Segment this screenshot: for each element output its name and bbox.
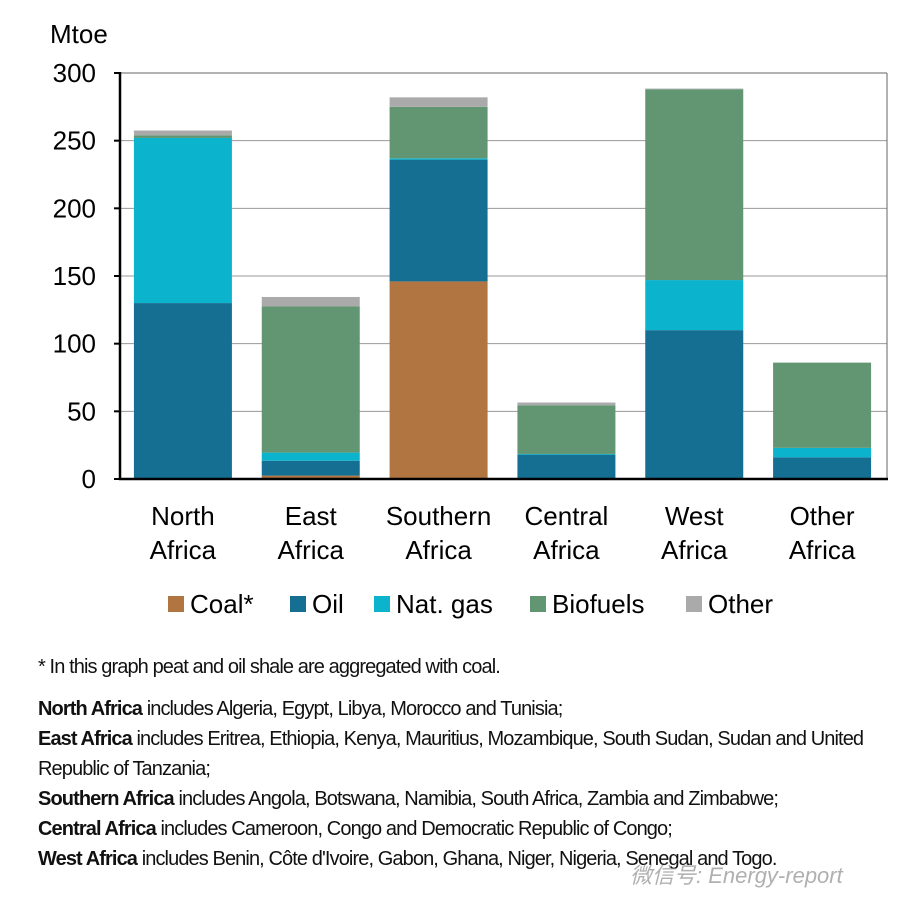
region-countries: includes Angola, Botswana, Namibia, Sout… — [173, 788, 779, 810]
x-tick-label: Other — [790, 501, 855, 531]
bar-segment-nat-gas — [133, 137, 232, 304]
footnote: * In this graph peat and oil shale are a… — [38, 656, 501, 678]
region-name: Southern Africa — [38, 788, 175, 810]
region-countries: includes Cameroon, Congo and Democratic … — [155, 818, 672, 840]
y-tick-label: 0 — [82, 464, 96, 494]
bar-segment-other — [645, 88, 744, 90]
bar-segment-biofuels — [645, 89, 744, 281]
bar-segment-nat-gas — [517, 453, 616, 455]
x-tick-label: East — [285, 501, 338, 531]
legend-label: Coal* — [190, 589, 254, 619]
bar-segment-biofuels — [773, 362, 872, 448]
bar-segment-oil — [645, 330, 744, 479]
legend-swatch — [290, 596, 306, 612]
x-tick-label: Africa — [661, 535, 728, 565]
bar-segment-oil — [389, 159, 488, 282]
x-tick-label: Africa — [150, 535, 217, 565]
legend-swatch — [530, 596, 546, 612]
legend-label: Oil — [312, 589, 344, 619]
bar-segment-oil — [133, 303, 232, 479]
x-tick-label: Africa — [278, 535, 345, 565]
bar-segment-biofuels — [389, 106, 488, 159]
y-tick-label: 50 — [67, 396, 96, 426]
bar-segment-other — [133, 130, 232, 136]
y-tick-label: 100 — [53, 329, 96, 359]
bar-segment-coal — [261, 475, 360, 479]
legend-swatch — [168, 596, 184, 612]
y-tick-label: 300 — [53, 58, 96, 88]
bar-segment-biofuels — [133, 135, 232, 138]
legend-label: Biofuels — [552, 589, 645, 619]
x-tick-label: Africa — [405, 535, 472, 565]
region-countries: includes Benin, Côte d'Ivoire, Gabon, Gh… — [137, 848, 778, 870]
bar-segment-nat-gas — [389, 158, 488, 160]
bar-segment-coal — [389, 281, 488, 479]
region-note: West Africa includes Benin, Côte d'Ivoir… — [38, 844, 908, 874]
y-tick-label: 250 — [53, 126, 96, 156]
bar-segment-other — [261, 296, 360, 307]
bar-segment-other — [389, 97, 488, 107]
bar-segment-nat-gas — [645, 280, 744, 331]
x-tick-label: North — [151, 501, 215, 531]
x-tick-label: West — [665, 501, 725, 531]
region-countries: includes Algeria, Egypt, Libya, Morocco … — [142, 698, 564, 720]
bar-segment-other — [517, 402, 616, 406]
region-note: East Africa includes Eritrea, Ethiopia, … — [38, 724, 908, 784]
region-name: West Africa — [38, 848, 138, 870]
chart-notes: * In this graph peat and oil shale are a… — [38, 652, 908, 874]
region-name: Central Africa — [38, 818, 157, 840]
legend-label: Nat. gas — [396, 589, 493, 619]
bar-segment-oil — [261, 460, 360, 476]
y-tick-label: 200 — [53, 193, 96, 223]
region-note: Southern Africa includes Angola, Botswan… — [38, 784, 908, 814]
bar-segment-biofuels — [517, 405, 616, 454]
x-tick-label: Central — [525, 501, 609, 531]
y-axis-label: Mtoe — [50, 19, 108, 49]
region-note: North Africa includes Algeria, Egypt, Li… — [38, 694, 908, 724]
watermark: 微信号: Energy-report — [630, 863, 843, 888]
legend-swatch — [686, 596, 702, 612]
region-name: East Africa — [38, 728, 133, 750]
bar-segment-oil — [517, 454, 616, 479]
x-tick-label: Africa — [789, 535, 856, 565]
bar-segment-nat-gas — [261, 452, 360, 461]
y-tick-label: 150 — [53, 261, 96, 291]
legend-label: Other — [708, 589, 773, 619]
bar-segment-nat-gas — [773, 447, 872, 458]
region-countries: includes Eritrea, Ethiopia, Kenya, Mauri… — [38, 728, 864, 780]
bar-segment-oil — [773, 457, 872, 479]
x-tick-label: Southern — [386, 501, 492, 531]
x-tick-label: Africa — [533, 535, 600, 565]
region-note: Central Africa includes Cameroon, Congo … — [38, 814, 908, 844]
stacked-bar-chart: Mtoe 0 50 100 150 200 250 300 North Africa East Af… — [50, 19, 888, 619]
region-name: North Africa — [38, 698, 143, 720]
legend-swatch — [374, 596, 390, 612]
bar-segment-biofuels — [261, 306, 360, 453]
